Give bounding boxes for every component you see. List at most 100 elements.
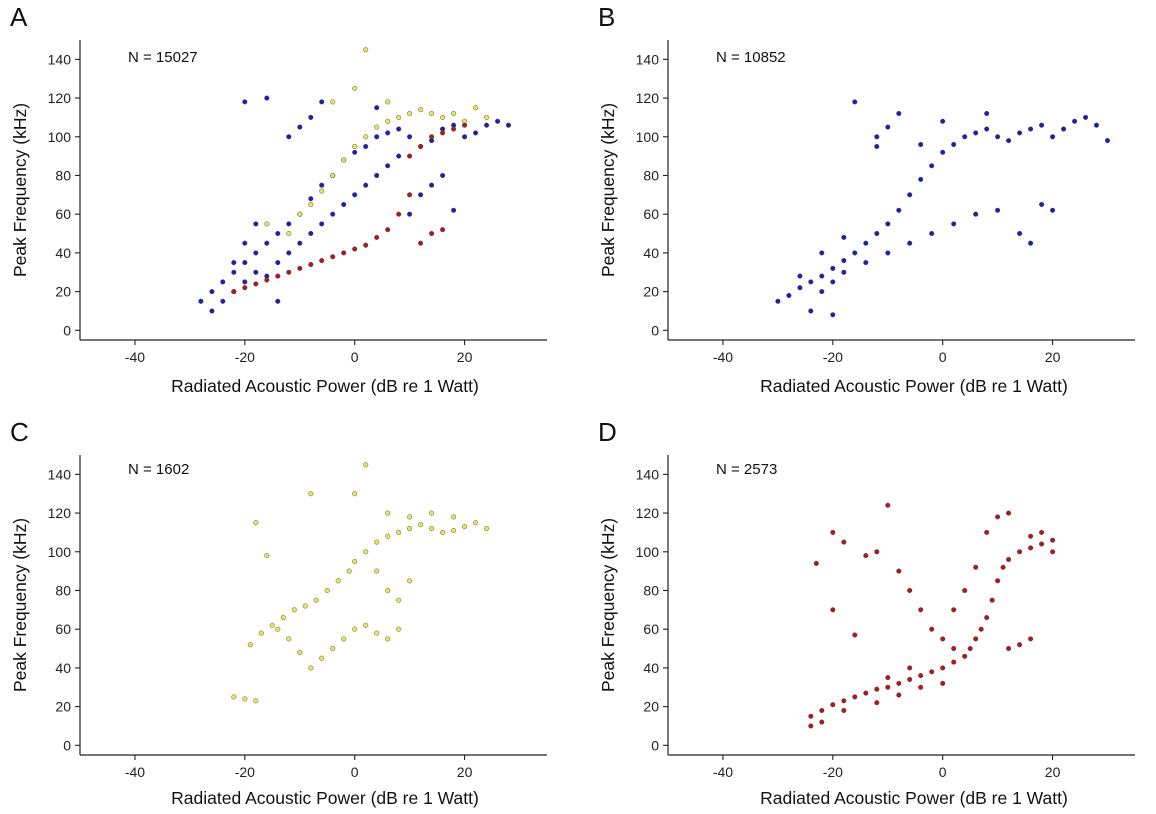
scatter-series: [264, 47, 490, 236]
scatter-point: [264, 240, 270, 246]
scatter-point: [253, 281, 259, 287]
scatter-point: [341, 636, 347, 642]
scatter-point: [247, 642, 253, 648]
scatter-point: [885, 250, 891, 256]
scatter-point: [302, 603, 308, 609]
scatter-point: [973, 636, 979, 642]
scatter-point: [918, 673, 924, 679]
scatter-point: [385, 510, 391, 516]
scatter-point: [418, 192, 424, 198]
scatter-point: [830, 265, 836, 271]
scatter-point: [264, 95, 270, 101]
scatter-point: [451, 126, 457, 132]
scatter-point: [896, 568, 902, 574]
scatter-point: [308, 665, 314, 671]
scatter-point: [363, 462, 369, 468]
scatter-point: [978, 626, 984, 632]
scatter-point: [440, 227, 446, 233]
scatter-point: [308, 491, 314, 497]
scatter-point: [407, 578, 413, 584]
scatter-point: [775, 298, 781, 304]
scatter-point: [940, 680, 946, 686]
scatter-point: [418, 107, 424, 113]
scatter-point: [1006, 646, 1012, 652]
scatter-point: [363, 242, 369, 248]
scatter-point: [418, 240, 424, 246]
scatter-point: [1039, 541, 1045, 547]
scatter-point: [995, 207, 1001, 213]
panel-d: D 0 20 40 60 80 100 120 140 -40 -20 0 20 Radiated Ac…: [598, 417, 1135, 808]
scatter-point: [308, 262, 314, 268]
x-tick-label: 0: [939, 349, 947, 365]
scatter-point: [363, 134, 369, 140]
scatter-point: [462, 134, 468, 140]
scatter-point: [269, 622, 275, 628]
scatter-point: [341, 201, 347, 207]
y-tick-label: 40: [55, 245, 71, 261]
scatter-point: [984, 126, 990, 132]
scatter-point: [242, 260, 248, 266]
scatter-point: [896, 680, 902, 686]
y-tick-label: 120: [48, 505, 72, 521]
scatter-point: [319, 258, 325, 264]
x-tick-label: 20: [1045, 349, 1061, 365]
scatter-point: [473, 520, 479, 526]
y-tick-label: 0: [63, 322, 71, 338]
scatter-point: [962, 134, 968, 140]
x-tick-label: -20: [823, 764, 843, 780]
scatter-point: [242, 279, 248, 285]
scatter-point: [385, 533, 391, 539]
scatter-point: [231, 260, 237, 266]
scatter-point: [918, 141, 924, 147]
scatter-point: [429, 526, 435, 532]
scatter-point: [297, 124, 303, 130]
y-tick-label: 100: [48, 544, 72, 560]
scatter-point: [929, 669, 935, 675]
scatter-point: [1061, 126, 1067, 132]
scatter-point: [874, 134, 880, 140]
scatter-point: [907, 588, 913, 594]
scatter-point: [1028, 126, 1034, 132]
scatter-point: [841, 269, 847, 275]
scatter-point: [308, 196, 314, 202]
scatter-point: [220, 279, 226, 285]
x-axis-title: Radiated Acoustic Power (dB re 1 Watt): [171, 788, 479, 808]
scatter-point: [830, 702, 836, 708]
scatter-point: [440, 529, 446, 535]
scatter-point: [374, 539, 380, 545]
scatter-point: [1104, 138, 1110, 144]
scatter-point: [1072, 118, 1078, 124]
scatter-point: [330, 646, 336, 652]
x-tick-label: -40: [713, 349, 733, 365]
x-tick-label: 0: [939, 764, 947, 780]
scatter-point: [374, 568, 380, 574]
scatter-point: [275, 273, 281, 279]
scatter-point: [1017, 230, 1023, 236]
scatter-point: [830, 312, 836, 318]
scatter-point: [264, 221, 270, 227]
y-tick-label: 60: [55, 206, 71, 222]
scatter-point: [506, 122, 512, 128]
scatter-point: [841, 234, 847, 240]
scatter-point: [808, 279, 814, 285]
scatter-point: [989, 597, 995, 603]
x-tick-label: -40: [125, 349, 145, 365]
scatter-point: [874, 700, 880, 706]
scatter-point: [951, 221, 957, 227]
scatter-point: [940, 149, 946, 155]
scatter-point: [319, 99, 325, 105]
scatter-point: [242, 240, 248, 246]
scatter-point: [264, 277, 270, 283]
scatter-point: [363, 47, 369, 53]
scatter-point: [940, 636, 946, 642]
scatter-point: [451, 514, 457, 520]
y-tick-label: 140: [636, 466, 660, 482]
scatter-point: [396, 126, 402, 132]
y-axis-title: Peak Frequency (kHz): [10, 518, 30, 692]
scatter-point: [374, 105, 380, 111]
scatter-point: [352, 149, 358, 155]
scatter-point: [220, 298, 226, 304]
scatter-point: [286, 250, 292, 256]
x-tick-label: 20: [1045, 764, 1061, 780]
scatter-point: [1093, 122, 1099, 128]
